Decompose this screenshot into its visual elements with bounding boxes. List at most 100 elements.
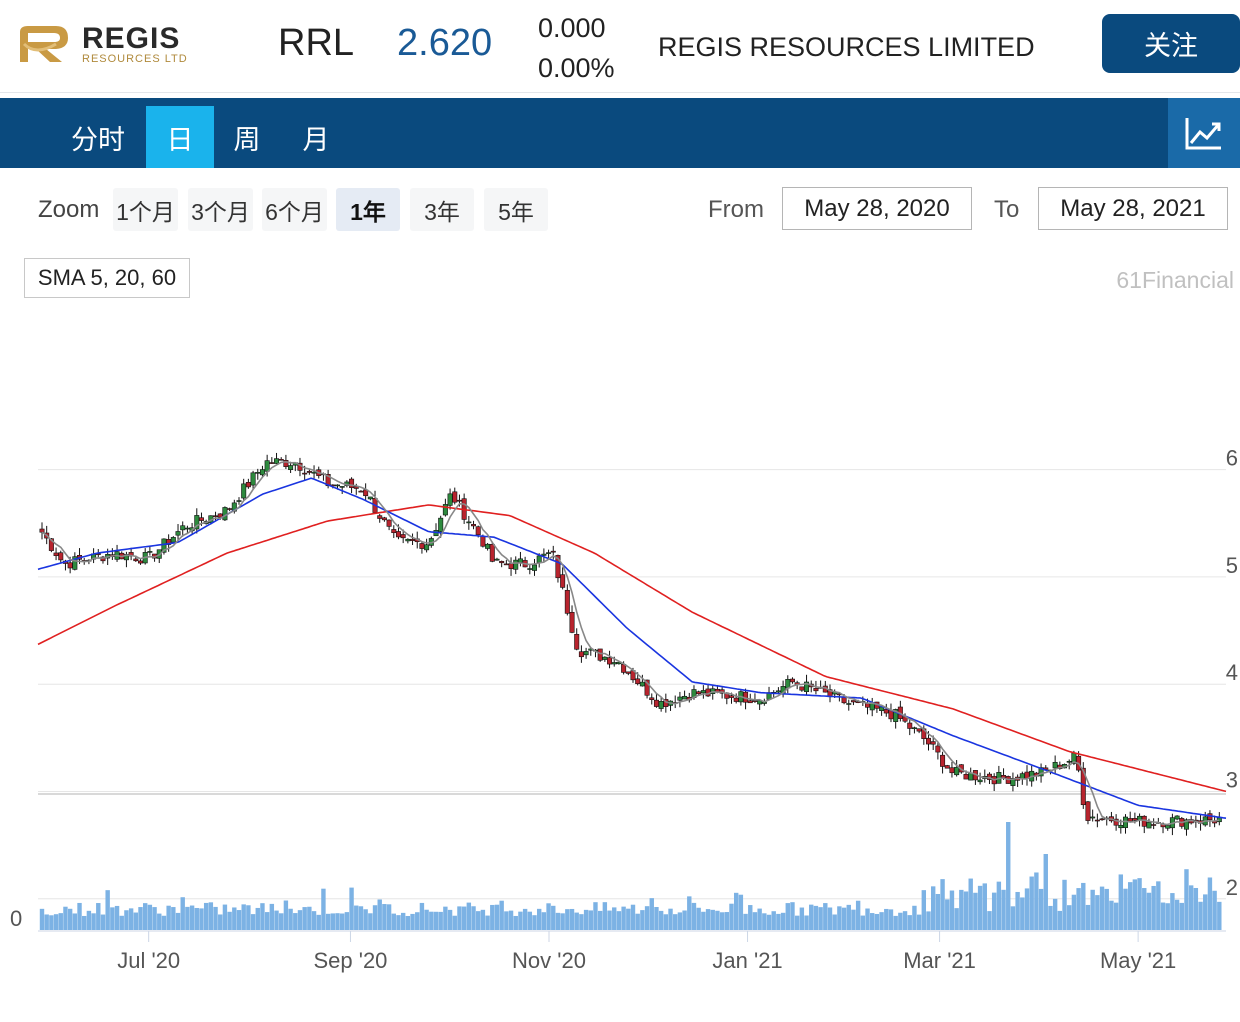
- to-date-input[interactable]: May 28, 2021: [1038, 187, 1228, 230]
- x-tick-label: Jul '20: [117, 948, 180, 973]
- volume-bar: [541, 912, 547, 930]
- volume-bar: [1127, 882, 1133, 930]
- zoom-3m-button[interactable]: 3个月: [188, 188, 253, 231]
- y-tick-label: 5: [1226, 553, 1238, 578]
- zoom-5y-button[interactable]: 5年: [484, 188, 548, 231]
- volume-bar: [1057, 910, 1063, 930]
- volume-bar: [58, 913, 63, 930]
- volume-bar: [1024, 888, 1030, 930]
- volume-bar: [794, 915, 800, 930]
- volume-bar: [358, 906, 364, 930]
- zoom-6m-button[interactable]: 6个月: [262, 188, 327, 231]
- volume-bar: [438, 911, 443, 930]
- volume-bar: [1142, 888, 1147, 930]
- zoom-1m-button[interactable]: 1个月: [113, 188, 178, 231]
- candle-body: [456, 499, 462, 502]
- candle-body: [466, 521, 472, 524]
- candle-body: [48, 538, 54, 551]
- from-date-input[interactable]: May 28, 2020: [782, 187, 972, 230]
- volume-bar: [1029, 876, 1034, 930]
- volume-bar: [963, 891, 969, 930]
- volume-bar: [860, 915, 866, 930]
- candle-body: [963, 773, 969, 780]
- zoom-1y-button[interactable]: 1年: [336, 188, 400, 231]
- chart-credit: 61Financial: [1116, 267, 1234, 293]
- volume-bar: [264, 912, 270, 930]
- y-tick-label: 3: [1226, 768, 1238, 793]
- volume-bar: [443, 906, 448, 930]
- volume-bar: [1048, 905, 1053, 930]
- volume-bar: [959, 889, 964, 930]
- volume-bar: [476, 911, 481, 930]
- volume-bar: [1123, 888, 1128, 930]
- price-chart[interactable]: 6 5 4 3 2 0 Jul '20 Sep '20 Nov '20 Jan '21 Mar '2…: [0, 300, 1240, 1000]
- tab-intraday[interactable]: 分时: [71, 124, 125, 155]
- volume-bar: [274, 910, 279, 930]
- candle-body: [949, 767, 955, 774]
- volume-bar: [236, 910, 242, 930]
- candle-body: [541, 553, 547, 556]
- volume-bar: [44, 914, 49, 930]
- volume-bar: [949, 890, 955, 930]
- candle-body: [278, 458, 284, 461]
- volume-bar: [114, 905, 120, 930]
- volume-bar: [232, 907, 237, 930]
- zoom-3y-button[interactable]: 3年: [410, 188, 474, 231]
- volume-bar: [555, 912, 561, 930]
- volume-bar: [1062, 879, 1067, 930]
- tab-daily[interactable]: 日: [146, 106, 214, 168]
- period-nav: 分时 日 周 月: [0, 98, 1240, 168]
- volume-bar: [743, 913, 748, 930]
- candle-body: [1165, 825, 1171, 829]
- volume-bar: [180, 897, 185, 930]
- candle-body: [255, 472, 261, 474]
- volume-bar: [569, 908, 575, 930]
- candle-body: [213, 515, 219, 518]
- volume-bar: [1160, 902, 1166, 930]
- volume-bar: [1043, 854, 1048, 930]
- volume-bar: [832, 914, 837, 930]
- volume-bar: [790, 902, 795, 930]
- candle-body: [405, 538, 411, 542]
- volume-bar: [1113, 902, 1119, 930]
- volume-bar: [100, 914, 106, 930]
- candle-body: [733, 697, 739, 702]
- chart-type-button[interactable]: [1168, 98, 1240, 168]
- volume-bar: [551, 905, 556, 930]
- volume-bar: [841, 907, 847, 930]
- candle-body: [607, 657, 613, 665]
- volume-bar: [490, 904, 495, 930]
- candle-body: [635, 678, 641, 685]
- volume-bar: [635, 913, 640, 930]
- candle-body: [381, 517, 387, 521]
- volume-bar: [968, 878, 973, 930]
- volume-bar: [1118, 874, 1124, 930]
- volume-bar: [424, 909, 429, 930]
- volume-bar: [621, 906, 626, 930]
- volume-bar: [63, 906, 68, 930]
- volume-bar: [921, 890, 927, 930]
- candle-body: [649, 697, 655, 700]
- indicator-legend[interactable]: SMA 5, 20, 60: [24, 258, 190, 298]
- volume-bar: [719, 912, 725, 930]
- candle-body: [564, 589, 570, 614]
- candle-body: [517, 558, 523, 563]
- volume-bar: [935, 893, 941, 930]
- volume-bar: [110, 907, 115, 930]
- volume-bar: [987, 911, 992, 930]
- volume-bar: [302, 907, 307, 930]
- follow-button[interactable]: 关注: [1102, 14, 1240, 73]
- candle-body: [977, 779, 983, 783]
- volume-bar: [382, 904, 387, 930]
- volume-bar: [368, 913, 373, 930]
- candle-body: [1118, 824, 1124, 829]
- volume-bar: [466, 902, 472, 930]
- candle-body: [288, 465, 294, 470]
- volume-bar: [522, 908, 528, 930]
- tab-monthly[interactable]: 月: [302, 124, 330, 155]
- candle-body: [222, 507, 228, 521]
- tab-weekly[interactable]: 周: [233, 124, 261, 155]
- candle-body: [1052, 761, 1058, 769]
- candle-body: [410, 538, 416, 541]
- regis-logo-icon: [20, 26, 68, 62]
